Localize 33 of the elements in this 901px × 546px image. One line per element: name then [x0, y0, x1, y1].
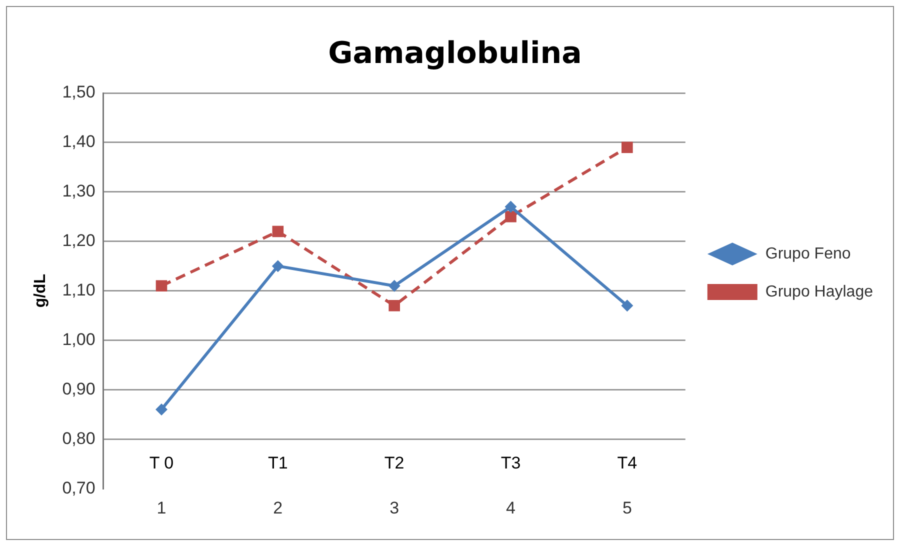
point	[388, 300, 400, 312]
annotation: T4	[617, 454, 638, 473]
x-tick-label: 5	[622, 498, 632, 518]
legend-label: Grupo Feno	[765, 245, 851, 262]
y-axis-title: g/dL	[32, 274, 50, 308]
annotation: T3	[500, 454, 521, 473]
point	[155, 403, 168, 416]
y-tick-label: 1,50	[62, 82, 96, 102]
y-tick-label: 1,10	[62, 280, 96, 300]
x-tick-label: 2	[273, 498, 283, 518]
point	[272, 260, 284, 272]
point	[505, 210, 516, 222]
point	[272, 226, 284, 238]
y-tick-label: 0,80	[62, 428, 96, 448]
point	[388, 280, 400, 292]
point	[156, 280, 168, 292]
x-tick-label: 3	[390, 498, 400, 518]
y-tick-label: 1,20	[62, 231, 96, 250]
y-tick-label: 1,00	[62, 330, 96, 349]
annotation: T 0	[149, 454, 174, 473]
legend-label: Grupo Haylage	[765, 283, 874, 300]
point	[621, 300, 634, 312]
y-tick-label: 0,90	[62, 379, 96, 398]
y-tick-label: 1,40	[62, 132, 96, 152]
y-tick-label: 1,30	[62, 182, 96, 201]
y-tick-label: 0,70	[62, 478, 96, 498]
point	[622, 142, 633, 154]
point	[504, 200, 517, 213]
x-tick-label: 4	[506, 498, 516, 518]
annotation: T2	[384, 454, 404, 473]
chart-title: Gamaglobulina	[328, 36, 582, 71]
annotation: T1	[268, 454, 288, 473]
x-tick-label: 1	[156, 498, 166, 518]
